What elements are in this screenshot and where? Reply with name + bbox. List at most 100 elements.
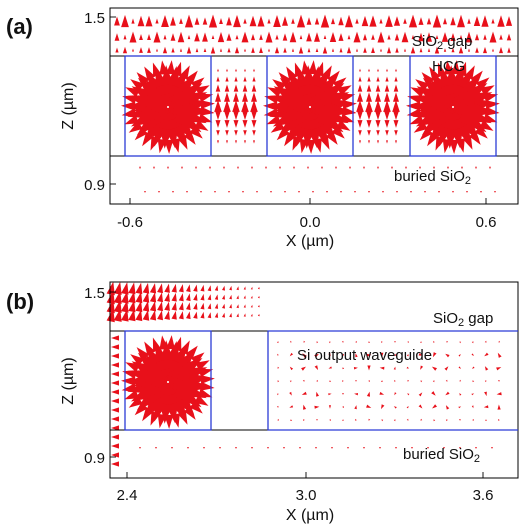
field-vector (189, 400, 203, 414)
field-vector (222, 312, 225, 318)
field-vector (307, 166, 309, 170)
field-vector (229, 303, 232, 309)
field-vector (458, 354, 461, 357)
field-vector (314, 365, 319, 371)
field-vector (403, 18, 407, 24)
field-vector (409, 115, 424, 125)
field-vector (150, 411, 160, 426)
field-vector (222, 303, 225, 309)
field-vector (443, 48, 447, 52)
field-vector (257, 295, 260, 299)
field-vector (289, 366, 294, 371)
field-vector (394, 392, 397, 396)
field-vector (251, 120, 257, 128)
field-vector (395, 68, 397, 72)
field-vector (111, 425, 119, 431)
field-vector (379, 391, 385, 395)
field-vector (299, 34, 303, 40)
field-vector (314, 32, 320, 42)
field-vector (207, 285, 212, 292)
field-vector (207, 312, 212, 319)
field-vector (149, 301, 157, 312)
field-vector (236, 295, 239, 300)
field-vector (214, 100, 222, 112)
panel-a-hcg-bar-1 (124, 55, 212, 157)
field-vector (303, 419, 305, 421)
field-vector (395, 447, 397, 449)
panel-b-x-axis-title: X (µm) (286, 507, 334, 524)
field-vector (178, 302, 184, 311)
field-vector (111, 344, 119, 350)
field-vector (316, 379, 319, 382)
field-vector (135, 291, 143, 304)
field-vector (226, 16, 232, 26)
field-vector (250, 286, 253, 290)
field-vector (193, 284, 198, 292)
panel-a-ytick-label: 0.9 (84, 177, 105, 194)
field-vector (200, 375, 215, 384)
field-vector (291, 18, 295, 24)
field-vector (387, 34, 391, 40)
field-vector (135, 300, 143, 313)
field-vector (283, 47, 287, 53)
field-vector (356, 100, 364, 112)
field-vector (149, 283, 157, 294)
field-vector (142, 282, 150, 294)
field-vector (251, 92, 257, 102)
field-vector (278, 72, 292, 86)
field-vector (394, 76, 398, 82)
field-vector (121, 376, 136, 386)
field-vector (186, 191, 188, 193)
field-vector (385, 15, 393, 27)
field-vector (144, 191, 146, 193)
field-vector (181, 166, 183, 170)
field-vector (301, 391, 307, 395)
field-vector (124, 390, 139, 400)
field-vector (404, 48, 406, 52)
panel-b-xtick-label: 3.0 (296, 487, 317, 504)
field-vector (111, 407, 119, 413)
field-vector (233, 120, 239, 128)
field-vector (359, 68, 361, 72)
field-vector (244, 48, 246, 52)
field-vector (200, 106, 215, 116)
field-vector (234, 76, 238, 82)
field-vector (223, 100, 231, 112)
field-vector (406, 406, 409, 409)
field-vector (277, 380, 280, 383)
field-vector (314, 353, 319, 358)
field-vector (328, 353, 331, 357)
field-vector (329, 419, 331, 421)
field-vector (170, 33, 176, 41)
field-vector (113, 299, 122, 313)
field-vector (111, 353, 119, 359)
field-vector (111, 461, 119, 467)
field-vector (253, 140, 255, 144)
field-vector (149, 292, 157, 303)
field-vector (367, 130, 371, 136)
field-vector (214, 312, 219, 318)
field-vector (229, 285, 232, 291)
field-vector (497, 15, 505, 27)
field-vector (214, 294, 219, 300)
field-vector (355, 353, 358, 358)
field-vector (356, 110, 364, 120)
field-vector (316, 341, 319, 344)
field-vector (121, 300, 129, 313)
field-vector (224, 92, 230, 102)
field-vector (184, 14, 194, 28)
field-vector (473, 16, 481, 26)
field-vector (130, 354, 145, 366)
field-vector (171, 413, 180, 428)
field-vector (289, 340, 292, 343)
field-vector (257, 304, 260, 308)
field-vector (386, 140, 388, 144)
field-vector (193, 302, 198, 310)
field-vector (320, 14, 330, 28)
field-vector (190, 77, 205, 90)
field-vector (216, 76, 220, 82)
field-vector (375, 84, 381, 92)
field-vector (257, 313, 260, 317)
field-vector (166, 60, 175, 75)
